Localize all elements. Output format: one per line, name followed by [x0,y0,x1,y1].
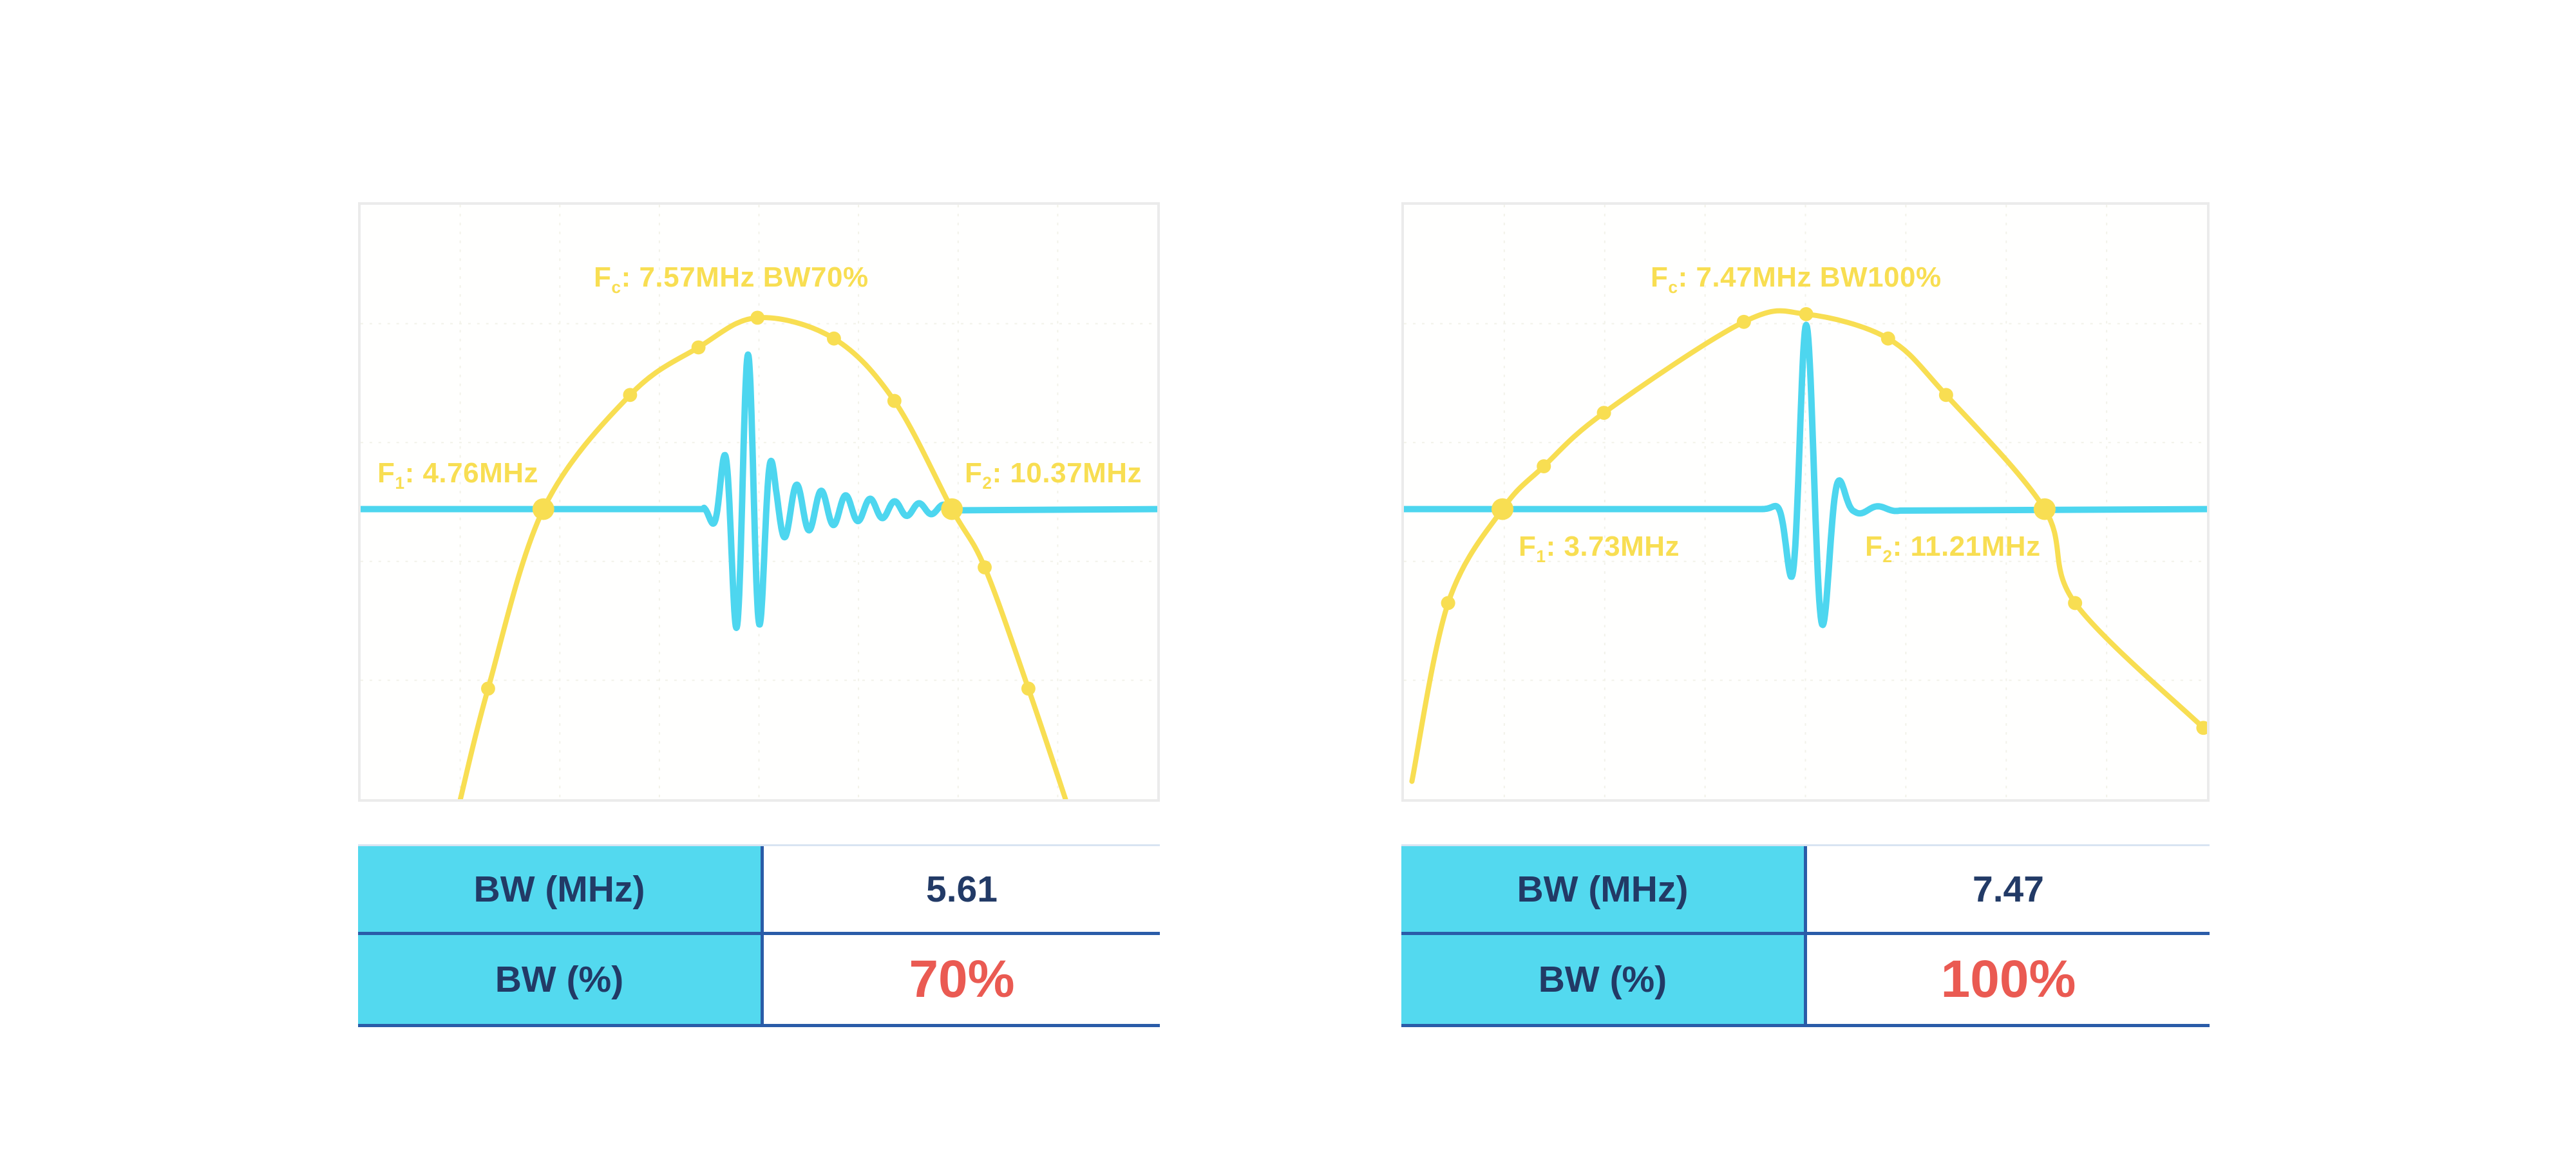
spectrum-marker [1799,307,1814,321]
bw-percent-value-cell: 70% [909,950,1015,1008]
label-text: : 7.47MHz BW100% [1678,261,1942,293]
table-row: BW (%) 70% [358,935,1160,1024]
label-base: F [1651,261,1669,293]
f2-frequency-label: F2: 10.37MHz [965,457,1142,491]
label-base: F [377,457,395,489]
label-text: : 11.21MHz [1892,531,2041,562]
chart-group-bw70: Fc: 7.57MHz BW70% F1: 4.76MHz F2: 10.37M… [358,202,1160,1027]
label-subscript: 2 [1882,546,1893,566]
bw-percent-label-cell: BW (%) [1401,935,1807,1024]
spectrum-marker [2196,721,2207,735]
f2-frequency-label: F2: 11.21MHz [1865,531,2041,566]
f1-frequency-label: F1: 3.73MHz [1519,531,1680,566]
spectrum-marker [623,388,638,402]
label-base: F [1519,531,1537,562]
spectrum-marker [1021,681,1036,696]
bw-percent-label-cell: BW (%) [358,935,764,1024]
bw-mhz-label-cell: BW (MHz) [358,846,764,932]
spectrum-marker [1938,388,1953,402]
chart-canvas [1404,205,2207,799]
table-row: BW (%) 100% [1401,935,2210,1024]
bw-mhz-label-cell: BW (MHz) [1401,846,1807,932]
spectrum-marker [1441,596,1455,610]
center-frequency-label: Fc: 7.57MHz BW70% [594,261,869,297]
spectrum-chart-bw70: Fc: 7.57MHz BW70% F1: 4.76MHz F2: 10.37M… [358,202,1160,802]
spectrum-marker [1537,459,1551,473]
bw-mhz-value-cell: 7.47 [1973,868,2044,910]
center-frequency-label: Fc: 7.47MHz BW100% [1651,261,1942,297]
label-subscript: 1 [1536,546,1546,566]
spectrum-marker [691,340,706,355]
bw-table: BW (MHz) 5.61 BW (%) 70% [358,844,1160,1027]
chart-group-bw100: Fc: 7.47MHz BW100% F1: 3.73MHz F2: 11.21… [1401,202,2210,1027]
bw-mhz-value-cell: 5.61 [926,868,998,910]
label-subscript: 2 [982,473,992,493]
bw-percent-value-cell: 100% [1940,950,2076,1008]
label-subscript: 1 [395,473,405,493]
label-base: F [1865,531,1883,562]
bandwidth-edge-marker [2033,498,2056,520]
spectrum-marker [1736,314,1751,329]
spectrum-marker [1880,331,1895,346]
bandwidth-edge-marker [532,498,554,520]
spectrum-marker [750,310,765,325]
spectrum-marker [480,681,495,696]
pulse-waveform [1404,321,2207,629]
spectrum-marker [2068,596,2083,610]
table-row: BW (MHz) 5.61 [358,846,1160,935]
label-subscript: c [1668,277,1678,297]
bandwidth-edge-marker [941,498,963,520]
label-text: : 4.76MHz [404,457,539,489]
spectrum-chart-bw100: Fc: 7.47MHz BW100% F1: 3.73MHz F2: 11.21… [1401,202,2210,802]
spectrum-curve [457,315,1068,799]
spectrum-marker [1596,406,1611,421]
chart-canvas [361,205,1157,799]
label-subscript: c [611,277,621,297]
label-base: F [594,261,612,293]
label-text: : 10.37MHz [992,457,1142,489]
label-base: F [965,457,983,489]
spectrum-marker [887,393,902,408]
bandwidth-edge-marker [1492,498,1514,520]
label-text: : 3.73MHz [1546,531,1680,562]
pulse-waveform [361,351,1157,631]
table-row: BW (MHz) 7.47 [1401,846,2210,935]
f1-frequency-label: F1: 4.76MHz [377,457,539,491]
spectrum-curve [1409,308,2206,784]
bw-table: BW (MHz) 7.47 BW (%) 100% [1401,844,2210,1027]
spectrum-marker [978,560,992,574]
label-text: : 7.57MHz BW70% [621,261,869,293]
spectrum-marker [827,331,841,346]
